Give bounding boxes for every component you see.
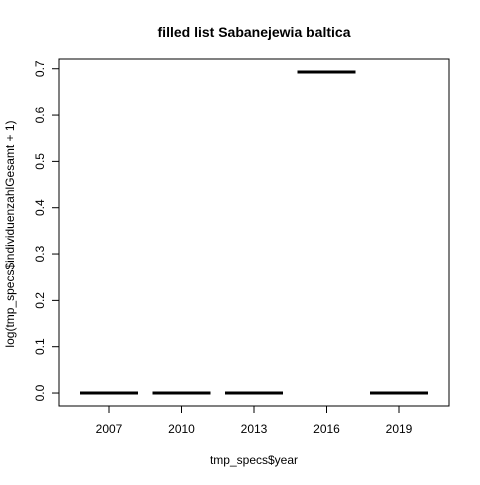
y-tick-label: 0.6: [33, 106, 47, 123]
x-tick-label: 2016: [313, 422, 340, 436]
y-tick-label: 0.4: [33, 199, 47, 216]
x-tick-label: 2007: [96, 422, 123, 436]
y-tick-label: 0.7: [33, 60, 47, 77]
x-axis-label: tmp_specs$year: [210, 453, 298, 467]
x-tick-label: 2013: [241, 422, 268, 436]
plot-frame: [58, 58, 450, 407]
x-tick-label: 2010: [168, 422, 195, 436]
y-tick-label: 0.5: [33, 153, 47, 170]
y-tick-label: 0.0: [33, 384, 47, 401]
x-tick-label: 2019: [386, 422, 413, 436]
y-axis-label: log(tmp_specs$individuenzahlGesamt + 1): [3, 120, 17, 347]
y-axis: 0.0 0.1 0.2 0.3 0.4 0.5 0.6 0.7: [33, 60, 60, 401]
chart-title: filled list Sabanejewia baltica: [158, 24, 351, 40]
y-tick-label: 0.2: [33, 292, 47, 309]
y-tick-label: 0.3: [33, 245, 47, 262]
x-axis: 2007 2010 2013 2016 2019: [96, 405, 413, 436]
y-tick-label: 0.1: [33, 338, 47, 355]
median-lines: [80, 70, 428, 395]
